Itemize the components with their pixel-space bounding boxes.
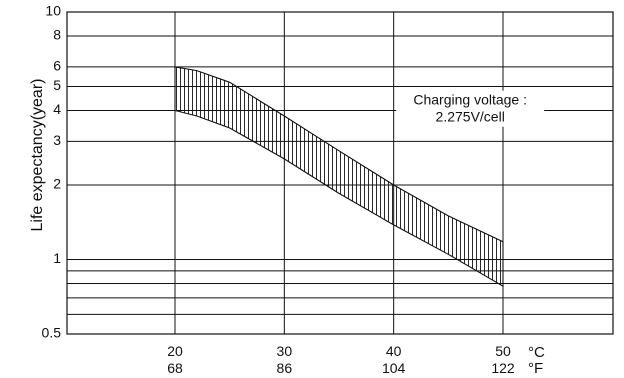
annotation: Charging voltage :2.275V/cell: [396, 90, 545, 127]
y-tick-label: 2: [53, 176, 61, 192]
x-tick-label-fahrenheit: 68: [167, 360, 183, 376]
annotation-line-2: 2.275V/cell: [436, 109, 505, 125]
y-tick-label: 0.5: [42, 325, 62, 341]
grid-lines: [67, 11, 613, 334]
y-axis-label: Life expectancy(year): [29, 79, 46, 232]
annotation-background: [396, 90, 545, 127]
x-tick-label-fahrenheit: 86: [277, 360, 293, 376]
x-tick-label-celsius: 20: [167, 343, 183, 359]
y-tick-label: 1: [53, 250, 61, 266]
x-tick-label-celsius: 50: [495, 343, 511, 359]
y-tick-label: 3: [53, 132, 61, 148]
life-expectancy-band: [174, 66, 504, 288]
y-tick-labels: 0.5 1 2 3 4 5 6 8 10: [42, 3, 62, 341]
unit-fahrenheit: °F: [528, 360, 543, 377]
y-tick-label: 4: [53, 101, 61, 117]
x-tick-label-celsius: 40: [386, 343, 402, 359]
x-tick-label-fahrenheit: 104: [382, 360, 406, 376]
x-tick-label-celsius: 30: [277, 343, 293, 359]
y-tick-label: 8: [53, 27, 61, 43]
annotation-line-1: Charging voltage :: [413, 92, 527, 108]
unit-celsius: °C: [528, 344, 545, 361]
y-tick-label: 6: [53, 58, 61, 74]
y-tick-label: 5: [53, 77, 61, 93]
x-tick-label-fahrenheit: 122: [491, 360, 515, 376]
y-tick-label: 10: [45, 3, 61, 19]
